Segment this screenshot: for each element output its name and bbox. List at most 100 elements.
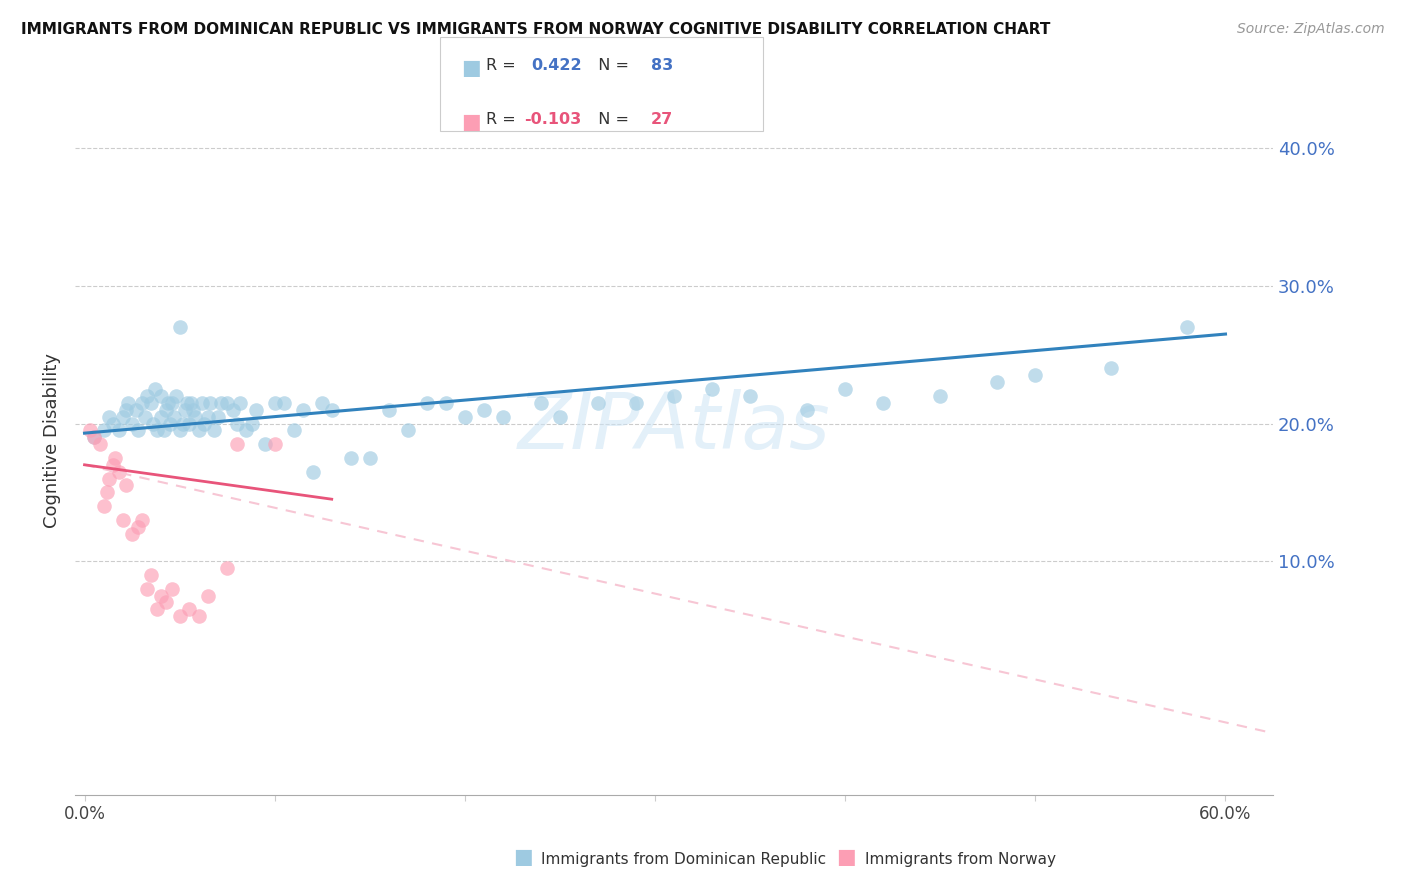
Point bbox=[184, 409, 207, 424]
Point bbox=[222, 402, 245, 417]
Point bbox=[240, 417, 263, 431]
Point bbox=[101, 417, 124, 431]
Point bbox=[180, 396, 202, 410]
Point bbox=[104, 450, 127, 465]
Point bbox=[83, 430, 105, 444]
Point bbox=[146, 424, 169, 438]
Point bbox=[207, 409, 229, 424]
Text: ■: ■ bbox=[837, 847, 856, 867]
Point bbox=[98, 471, 121, 485]
Point bbox=[177, 602, 200, 616]
Point bbox=[117, 396, 139, 410]
Point bbox=[160, 582, 183, 596]
Point bbox=[165, 389, 187, 403]
Text: -0.103: -0.103 bbox=[524, 112, 582, 128]
Text: ZIPAtlas: ZIPAtlas bbox=[517, 389, 831, 465]
Text: Immigrants from Dominican Republic: Immigrants from Dominican Republic bbox=[541, 852, 827, 867]
Point bbox=[139, 567, 162, 582]
Point bbox=[174, 402, 197, 417]
Point bbox=[929, 389, 952, 403]
Point bbox=[101, 458, 124, 472]
Text: N =: N = bbox=[588, 112, 634, 128]
Text: ■: ■ bbox=[461, 58, 481, 78]
Point bbox=[131, 513, 153, 527]
Point bbox=[155, 402, 177, 417]
Point bbox=[149, 389, 172, 403]
Point bbox=[492, 409, 515, 424]
Text: 27: 27 bbox=[651, 112, 673, 128]
Point bbox=[169, 609, 191, 624]
Point bbox=[197, 589, 219, 603]
Point bbox=[176, 396, 198, 410]
Point bbox=[127, 424, 149, 438]
Point bbox=[83, 430, 105, 444]
Point bbox=[172, 417, 194, 431]
Point bbox=[872, 396, 894, 410]
Point bbox=[163, 409, 186, 424]
Point bbox=[434, 396, 457, 410]
Point bbox=[177, 417, 200, 431]
Point bbox=[121, 417, 143, 431]
Text: ■: ■ bbox=[513, 847, 533, 867]
Point bbox=[153, 424, 176, 438]
Text: R =: R = bbox=[486, 112, 522, 128]
Text: Immigrants from Norway: Immigrants from Norway bbox=[865, 852, 1056, 867]
Point bbox=[107, 465, 129, 479]
Point bbox=[191, 396, 214, 410]
Point bbox=[1024, 368, 1046, 383]
Point bbox=[121, 526, 143, 541]
Point bbox=[115, 402, 138, 417]
Point bbox=[530, 396, 553, 410]
Point bbox=[169, 424, 191, 438]
Point bbox=[146, 602, 169, 616]
Point bbox=[245, 402, 267, 417]
Text: 0.422: 0.422 bbox=[531, 58, 582, 73]
Point bbox=[187, 609, 209, 624]
Point bbox=[1099, 361, 1122, 376]
Text: IMMIGRANTS FROM DOMINICAN REPUBLIC VS IMMIGRANTS FROM NORWAY COGNITIVE DISABILIT: IMMIGRANTS FROM DOMINICAN REPUBLIC VS IM… bbox=[21, 22, 1050, 37]
Point bbox=[93, 424, 115, 438]
Point bbox=[662, 389, 685, 403]
Point bbox=[217, 396, 239, 410]
Point bbox=[209, 396, 232, 410]
Point bbox=[217, 561, 239, 575]
Point bbox=[283, 424, 305, 438]
Point bbox=[273, 396, 295, 410]
Point bbox=[142, 417, 165, 431]
Point bbox=[127, 519, 149, 533]
Point bbox=[111, 409, 134, 424]
Point bbox=[93, 499, 115, 513]
Point bbox=[159, 417, 181, 431]
Point bbox=[263, 437, 285, 451]
Point bbox=[155, 595, 177, 609]
Point bbox=[738, 389, 761, 403]
Text: R =: R = bbox=[486, 58, 522, 73]
Point bbox=[292, 402, 315, 417]
Point bbox=[96, 485, 118, 500]
Point bbox=[586, 396, 609, 410]
Point bbox=[796, 402, 818, 417]
Point bbox=[197, 409, 219, 424]
Point bbox=[378, 402, 401, 417]
Point bbox=[321, 402, 343, 417]
Point bbox=[136, 582, 159, 596]
Point bbox=[254, 437, 277, 451]
Point bbox=[125, 402, 148, 417]
Point bbox=[181, 402, 204, 417]
Point bbox=[111, 513, 134, 527]
Text: N =: N = bbox=[588, 58, 634, 73]
Point bbox=[700, 382, 723, 396]
Point bbox=[1177, 320, 1199, 334]
Point bbox=[187, 424, 209, 438]
Point bbox=[79, 424, 101, 438]
Point bbox=[339, 450, 361, 465]
Point bbox=[834, 382, 856, 396]
Point bbox=[98, 409, 121, 424]
Point bbox=[134, 409, 156, 424]
Point bbox=[169, 320, 191, 334]
Point bbox=[548, 409, 571, 424]
Point bbox=[139, 396, 162, 410]
Point bbox=[115, 478, 138, 492]
Point bbox=[131, 396, 153, 410]
Point bbox=[198, 396, 221, 410]
